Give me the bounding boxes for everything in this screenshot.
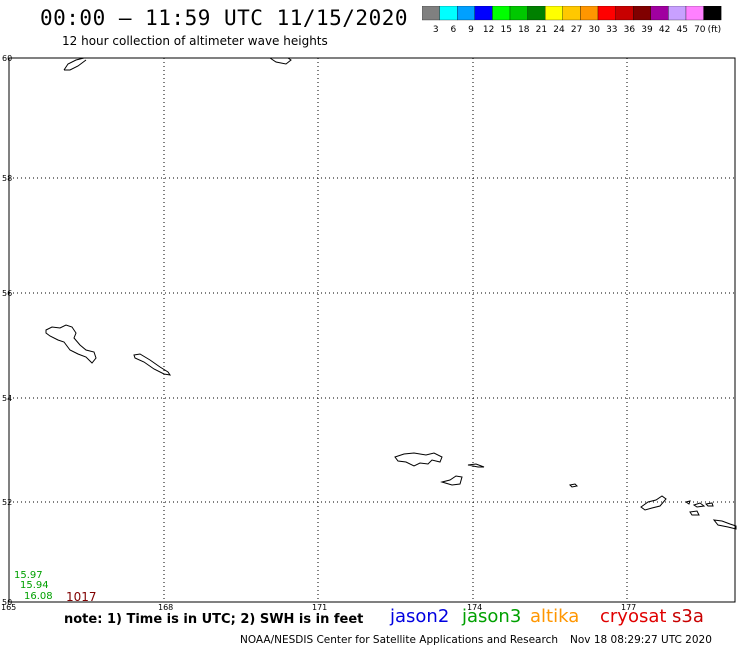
legend-label: 27 xyxy=(571,25,582,35)
observation-value: 15.97 xyxy=(14,570,43,581)
coastline-top-left xyxy=(63,57,87,71)
observation-value: 1017 xyxy=(66,590,97,604)
latitude-label: 58 xyxy=(2,174,12,183)
observation-value: 15.94 xyxy=(20,580,49,591)
graticule xyxy=(9,58,735,602)
longitude-label: 165 xyxy=(1,603,16,612)
legend-label: 18 xyxy=(518,25,530,35)
island-semichi xyxy=(467,463,485,468)
island-buldir xyxy=(568,483,579,488)
footer: NOAA/NESDIS Center for Satellite Applica… xyxy=(240,634,712,646)
legend-swatch xyxy=(703,6,722,21)
satellite-altika: altika xyxy=(530,606,580,627)
island-attu xyxy=(394,452,443,467)
island-little-sitkin xyxy=(692,502,706,508)
map-subtitle: 12 hour collection of altimeter wave hei… xyxy=(62,34,328,48)
units-note: note: 1) Time is in UTC; 2) SWH is in fe… xyxy=(64,612,364,627)
island-rat xyxy=(689,510,700,516)
legend-label: 9 xyxy=(468,25,474,35)
coastline xyxy=(45,57,737,530)
island-amchitka xyxy=(712,519,737,530)
latitude-label: 50 xyxy=(2,598,12,607)
coastline-top-mid xyxy=(269,57,292,65)
latitude-label: 56 xyxy=(2,289,12,298)
generated-timestamp: Nov 18 08:29:27 UTC 2020 xyxy=(570,634,712,646)
longitude-label: 174 xyxy=(467,603,482,612)
legend-label: 24 xyxy=(553,25,565,35)
satellite-jason2: jason2 xyxy=(390,606,450,627)
satellite-s3a: s3a xyxy=(672,606,704,627)
latitude-label: 52 xyxy=(2,498,12,507)
legend-label: 36 xyxy=(624,25,636,35)
island-small-east xyxy=(704,502,714,507)
legend-unit: (ft) xyxy=(708,25,722,35)
legend-label: 42 xyxy=(659,25,670,35)
wave-height-color-legend: 3 6 9 12 15 18 21 24 27 30 33 36 39 42 45 70 (ft) xyxy=(422,6,722,35)
map-frame xyxy=(8,57,736,603)
longitude-label: 168 xyxy=(158,603,173,612)
longitude-label: 171 xyxy=(312,603,327,612)
observation-value: 16.08 xyxy=(24,591,53,602)
map-title: 00:00 – 11:59 UTC 11/15/2020 xyxy=(40,6,409,30)
island-segula xyxy=(684,500,691,505)
legend-label: 21 xyxy=(536,25,547,35)
legend-label: 33 xyxy=(606,25,617,35)
latitude-label: 54 xyxy=(2,394,12,403)
island-kiska xyxy=(640,495,667,511)
legend-label: 45 xyxy=(676,25,687,35)
island-medny xyxy=(133,353,172,376)
legend-label: 12 xyxy=(483,25,494,35)
credit-text: NOAA/NESDIS Center for Satellite Applica… xyxy=(240,634,558,646)
legend-label: 3 xyxy=(433,25,439,35)
satellite-jason3: jason3 xyxy=(462,606,522,627)
legend-label: 70 xyxy=(694,25,706,35)
axis-tick-labels: 165 168 171 174 177 60 58 56 54 52 50 xyxy=(1,54,636,612)
longitude-label: 177 xyxy=(621,603,636,612)
legend-label: 15 xyxy=(500,25,511,35)
island-bering xyxy=(45,324,97,364)
latitude-label: 60 xyxy=(2,54,12,63)
satellite-cryosat: cryosat xyxy=(600,606,667,627)
legend-label: 6 xyxy=(451,25,457,35)
legend-label: 30 xyxy=(588,25,600,35)
legend-label: 39 xyxy=(641,25,653,35)
island-agattu xyxy=(440,475,463,486)
